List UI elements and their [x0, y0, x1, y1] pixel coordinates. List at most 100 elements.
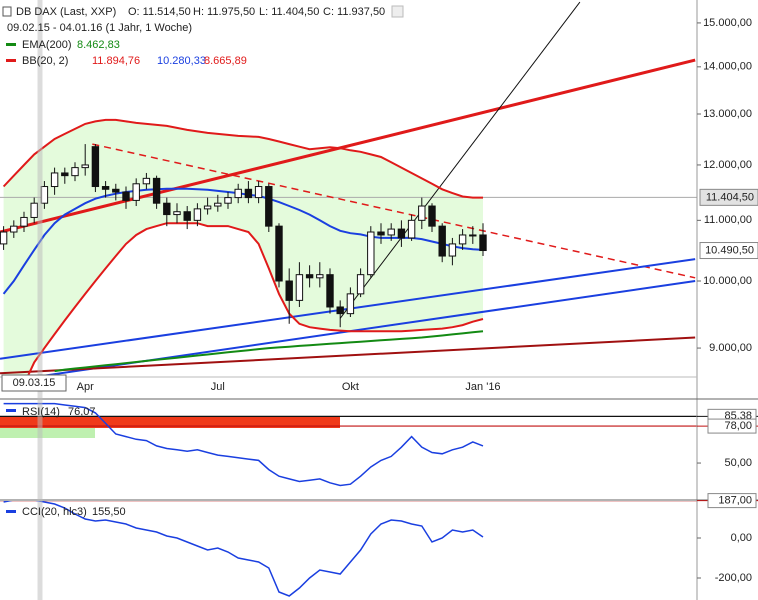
legend-label: BB(20, 2): [22, 55, 68, 67]
rsi-panel: [0, 402, 697, 487]
candle-body: [50, 172, 59, 188]
candle-body: [265, 186, 273, 227]
y-tick-label: 11.000,00: [704, 214, 752, 226]
y-tick-label: -200,00: [715, 572, 752, 584]
candle-body: [407, 219, 416, 239]
level-label: 187,00: [718, 495, 752, 507]
title: DB DAX (Last, XXP): [16, 6, 116, 18]
indicator-line: [3, 402, 484, 487]
bb-upper: [2, 118, 483, 199]
candle-body: [458, 234, 467, 245]
legend-swatch: [6, 409, 16, 412]
cci-panel: [0, 501, 697, 597]
legend-value: 155,50: [92, 506, 126, 518]
legend-swatch: [6, 59, 16, 62]
legend-swatch: [6, 43, 16, 46]
legend-label: EMA(200): [22, 39, 72, 51]
band-fill: [3, 119, 483, 377]
candle-body: [224, 197, 232, 204]
candle-body: [71, 167, 79, 177]
legend-value: 8.665,89: [204, 55, 247, 67]
y-tick-label: 9.000,00: [709, 342, 752, 354]
trendline: [92, 143, 696, 279]
price-panel: [0, 1, 697, 377]
trendline: [0, 58, 696, 234]
candle-body: [428, 205, 436, 227]
candle-body: [479, 234, 487, 252]
ohlc-low: L: 11.404,50: [259, 6, 319, 18]
candle-body: [305, 274, 314, 279]
candle-body: [356, 274, 365, 295]
candle-body: [397, 228, 406, 239]
legend-value: 10.280,33: [157, 55, 206, 67]
candle-body: [163, 202, 171, 216]
candle-body: [254, 186, 263, 199]
x-tick-label: Jul: [211, 381, 225, 393]
crosshair-label: 09.03.15: [13, 377, 56, 389]
bb-lower: [26, 222, 484, 377]
subtitle: 09.02.15 - 04.01.16 (1 Jahr, 1 Woche): [7, 22, 192, 34]
legend-label: RSI(14): [22, 406, 60, 418]
candle-body: [142, 177, 151, 185]
ohlc-high: H: 11.975,50: [193, 6, 255, 18]
candle-body: [448, 243, 457, 257]
y-tick-label: 14.000,00: [703, 61, 752, 73]
indicator-line: [3, 501, 484, 597]
candle-body: [10, 225, 18, 233]
candle-body: [275, 225, 283, 282]
candle-body: [244, 188, 253, 199]
ema-line: [54, 330, 484, 373]
y-tick-label: 10.000,00: [703, 275, 752, 287]
candle-body: [91, 146, 100, 188]
candle-body: [367, 231, 375, 276]
candle-body: [387, 228, 395, 236]
price-label: 11.404,50: [706, 191, 754, 203]
legend-label: CCI(20, hlc3): [22, 506, 87, 518]
price-box: [699, 188, 758, 206]
button[interactable]: [391, 5, 404, 18]
candle-body: [0, 231, 8, 245]
candle-body: [346, 293, 355, 315]
candle-body: [285, 280, 293, 301]
candle-body: [30, 202, 38, 218]
y-tick-label: 0,00: [731, 532, 752, 544]
candle-body: [61, 172, 69, 177]
candle-body: [152, 177, 161, 204]
legend-swatch: [6, 510, 16, 513]
rsi-highlight: [0, 428, 95, 438]
candle-body: [438, 225, 446, 257]
level-box: [707, 418, 757, 434]
candle-body: [214, 202, 222, 207]
crosshair-box: [1, 374, 67, 392]
legend-value: 8.462,83: [77, 39, 120, 51]
trendline: [0, 336, 696, 375]
candle-body: [122, 191, 130, 201]
icon: [2, 6, 12, 17]
y-tick-label: 12.000,00: [703, 159, 752, 171]
level-box: [707, 493, 757, 509]
y-tick-label: 13.000,00: [703, 108, 752, 120]
candle-body: [234, 188, 242, 199]
candle-body: [183, 211, 191, 221]
candle-body: [316, 274, 324, 279]
legend: DB DAX (Last, XXP) O: 11.514,50 H: 11.97…: [2, 5, 404, 518]
legend-value: 11.894,76: [92, 55, 140, 67]
ohlc-open: O: 11.514,50: [128, 6, 191, 18]
candle-body: [469, 234, 477, 237]
candle-body: [81, 164, 89, 169]
candle-body: [20, 216, 28, 227]
candle-body: [418, 205, 426, 221]
candle-body: [132, 183, 140, 201]
x-tick-label: Apr: [77, 381, 94, 393]
x-tick-label: Okt: [342, 381, 359, 393]
candle-body: [193, 208, 202, 221]
level-label: 78,00: [724, 420, 752, 432]
candle-body: [377, 231, 385, 236]
candle-body: [101, 186, 110, 190]
candle-body: [203, 205, 212, 210]
candle-body: [173, 211, 181, 216]
price-label: 10.490,50: [705, 244, 754, 256]
